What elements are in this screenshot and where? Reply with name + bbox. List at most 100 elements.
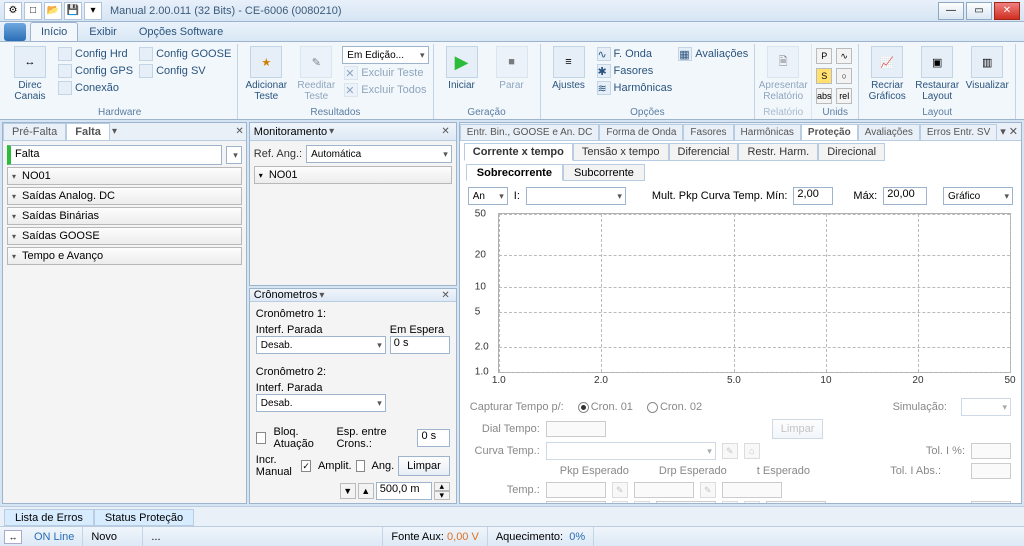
iniciar-button[interactable]: ▶Iniciar xyxy=(438,44,486,106)
adicionar-teste-button[interactable]: ★Adicionar Teste xyxy=(242,44,290,106)
lista-erros-tab[interactable]: Lista de Erros xyxy=(4,509,94,526)
f-onda-button[interactable]: ∿F. Onda xyxy=(595,46,675,62)
acc-no01[interactable]: NO01 xyxy=(7,167,242,185)
tab-inicio[interactable]: Início xyxy=(30,22,78,41)
simulacao-combo[interactable] xyxy=(961,398,1011,416)
acc-saidas-binarias[interactable]: Saídas Binárias xyxy=(7,207,242,225)
innertab-sobrecorrente[interactable]: Sobrecorrente xyxy=(466,164,563,181)
subtab-direcional[interactable]: Direcional xyxy=(818,143,885,161)
restaurar-layout-button[interactable]: ▣Restaurar Layout xyxy=(913,44,961,106)
panel-title: Monitoramento xyxy=(254,126,327,138)
limpar-button[interactable]: Limpar xyxy=(398,456,450,476)
parar-button[interactable]: ■Parar xyxy=(488,44,536,106)
tab-exibir[interactable]: Exibir xyxy=(78,22,128,41)
unid-s[interactable]: S xyxy=(816,68,832,84)
curva-temp-combo[interactable] xyxy=(546,442,716,460)
i-combo[interactable] xyxy=(526,187,626,205)
em-edicao-combo[interactable]: Em Edição... xyxy=(342,46,428,64)
pin-icon[interactable]: ▾ xyxy=(327,126,336,137)
ref-ang-combo[interactable]: Automática xyxy=(306,145,452,163)
fasores-button[interactable]: ✱Fasores xyxy=(595,63,675,79)
acc-saidas-analog[interactable]: Saídas Analog. DC xyxy=(7,187,242,205)
an-combo[interactable]: An xyxy=(468,187,508,205)
ajustes-button[interactable]: ≡Ajustes xyxy=(545,44,593,106)
mult-min-input[interactable]: 2,00 xyxy=(793,187,833,205)
group-relatorio: 🗎Apresentar Relatório Relatório xyxy=(757,44,812,119)
unid-abs[interactable]: abs xyxy=(816,88,832,104)
visualizar-button[interactable]: ▥Visualizar xyxy=(963,44,1011,106)
app-icon[interactable]: ⚙ xyxy=(4,2,22,20)
subtab-restr-harm-[interactable]: Restr. Harm. xyxy=(738,143,818,161)
amplit-check[interactable] xyxy=(301,460,311,472)
subtab-corrente-x-tempo[interactable]: Corrente x tempo xyxy=(464,143,573,161)
reeditar-teste-button[interactable]: ✎Reeditar Teste xyxy=(292,44,340,106)
config-sv-button[interactable]: Config SV xyxy=(137,63,233,79)
harmonicas-button[interactable]: ≋Harmônicas xyxy=(595,80,675,96)
tab-forma-de-onda[interactable]: Forma de Onda xyxy=(599,124,683,140)
save-icon[interactable]: 💾 xyxy=(64,2,82,20)
falta-dropdown[interactable] xyxy=(226,146,242,164)
tab-erros-entr-sv[interactable]: Erros Entr. SV xyxy=(920,124,997,140)
falta-input[interactable]: Falta xyxy=(7,145,222,165)
maximize-button[interactable]: ▭ xyxy=(966,2,992,20)
excluir-todos-button[interactable]: ✕Excluir Todos xyxy=(342,82,428,98)
esp-crons-input[interactable]: 0 s xyxy=(417,429,449,447)
pin-icon[interactable]: ▾ xyxy=(110,126,119,137)
avaliacoes-button[interactable]: ▦Avaliações xyxy=(676,46,750,62)
config-gps-button[interactable]: Config GPS xyxy=(56,63,135,79)
cron01-radio[interactable] xyxy=(578,402,589,413)
tab-pre-falta[interactable]: Pré-Falta xyxy=(3,123,66,140)
close-icon[interactable]: ✕ xyxy=(439,126,451,137)
incr-button[interactable]: ▲ xyxy=(358,483,374,499)
close-icon[interactable]: ✕ xyxy=(233,126,245,137)
curva-btn1[interactable]: ✎ xyxy=(722,443,738,459)
app-orb[interactable] xyxy=(4,23,26,41)
tab-avalia-es[interactable]: Avaliações xyxy=(858,124,920,140)
unid-rel[interactable]: rel xyxy=(836,88,852,104)
tab-harm-nicas[interactable]: Harmônicas xyxy=(734,124,801,140)
acc-tempo-avanco[interactable]: Tempo e Avanço xyxy=(7,247,242,265)
config-goose-button[interactable]: Config GOOSE xyxy=(137,46,233,62)
ang-check[interactable] xyxy=(356,460,365,472)
direc-canais-button[interactable]: ↔Direc Canais xyxy=(6,44,54,106)
status-arrow[interactable]: ↔ xyxy=(4,530,22,544)
tab-fasores[interactable]: Fasores xyxy=(683,124,733,140)
tab-prote-o[interactable]: Proteção xyxy=(801,124,858,140)
apresentar-relatorio-button[interactable]: 🗎Apresentar Relatório xyxy=(759,44,807,106)
qat-dropdown-icon[interactable]: ▾ xyxy=(84,2,102,20)
spin-down[interactable]: ▾ xyxy=(434,491,450,500)
interf-parada-1-combo[interactable]: Desab. xyxy=(256,336,386,354)
unid-p[interactable]: P xyxy=(816,48,832,64)
mult-max-input[interactable]: 20,00 xyxy=(883,187,927,205)
right-column: Entr. Bin., GOOSE e An. DCForma de OndaF… xyxy=(459,122,1022,504)
interf-parada-2-combo[interactable]: Desab. xyxy=(256,394,386,412)
subtab-tens-o-x-tempo[interactable]: Tensão x tempo xyxy=(573,143,669,161)
config-hrd-button[interactable]: Config Hrd xyxy=(56,46,135,62)
cron02-radio[interactable] xyxy=(647,402,658,413)
status-protecao-tab[interactable]: Status Proteção xyxy=(94,509,194,526)
em-espera-1-input[interactable]: 0 s xyxy=(390,336,450,354)
bloq-atuacao-check[interactable] xyxy=(256,432,267,444)
mon-node[interactable]: NO01 xyxy=(254,166,452,184)
acc-saidas-goose[interactable]: Saídas GOOSE xyxy=(7,227,242,245)
unid-wave[interactable]: ∿ xyxy=(836,48,852,64)
incr-value-input[interactable]: 500,0 m xyxy=(376,482,432,500)
decr-button[interactable]: ▼ xyxy=(340,483,356,499)
innertab-subcorrente[interactable]: Subcorrente xyxy=(563,164,645,181)
unid-cycle[interactable]: ○ xyxy=(836,68,852,84)
grafico-combo[interactable]: Gráfico xyxy=(943,187,1013,205)
close-button[interactable]: ✕ xyxy=(994,2,1020,20)
open-icon[interactable]: 📂 xyxy=(44,2,62,20)
curva-btn2[interactable]: ⌂ xyxy=(744,443,760,459)
excluir-teste-button[interactable]: ✕Excluir Teste xyxy=(342,65,428,81)
conexao-button[interactable]: Conexão xyxy=(56,80,135,96)
group-unids: P∿ S○ absrel Unids xyxy=(814,44,859,119)
tab-opcoes-software[interactable]: Opções Software xyxy=(128,22,234,41)
tab-falta[interactable]: Falta xyxy=(66,123,110,140)
limpar2-button[interactable]: Limpar xyxy=(772,419,824,439)
recriar-graficos-button[interactable]: 📈Recriar Gráficos xyxy=(863,44,911,106)
subtab-diferencial[interactable]: Diferencial xyxy=(669,143,739,161)
minimize-button[interactable]: — xyxy=(938,2,964,20)
new-icon[interactable]: □ xyxy=(24,2,42,20)
tab-entr-bin-goose-e-an-dc[interactable]: Entr. Bin., GOOSE e An. DC xyxy=(460,124,600,140)
